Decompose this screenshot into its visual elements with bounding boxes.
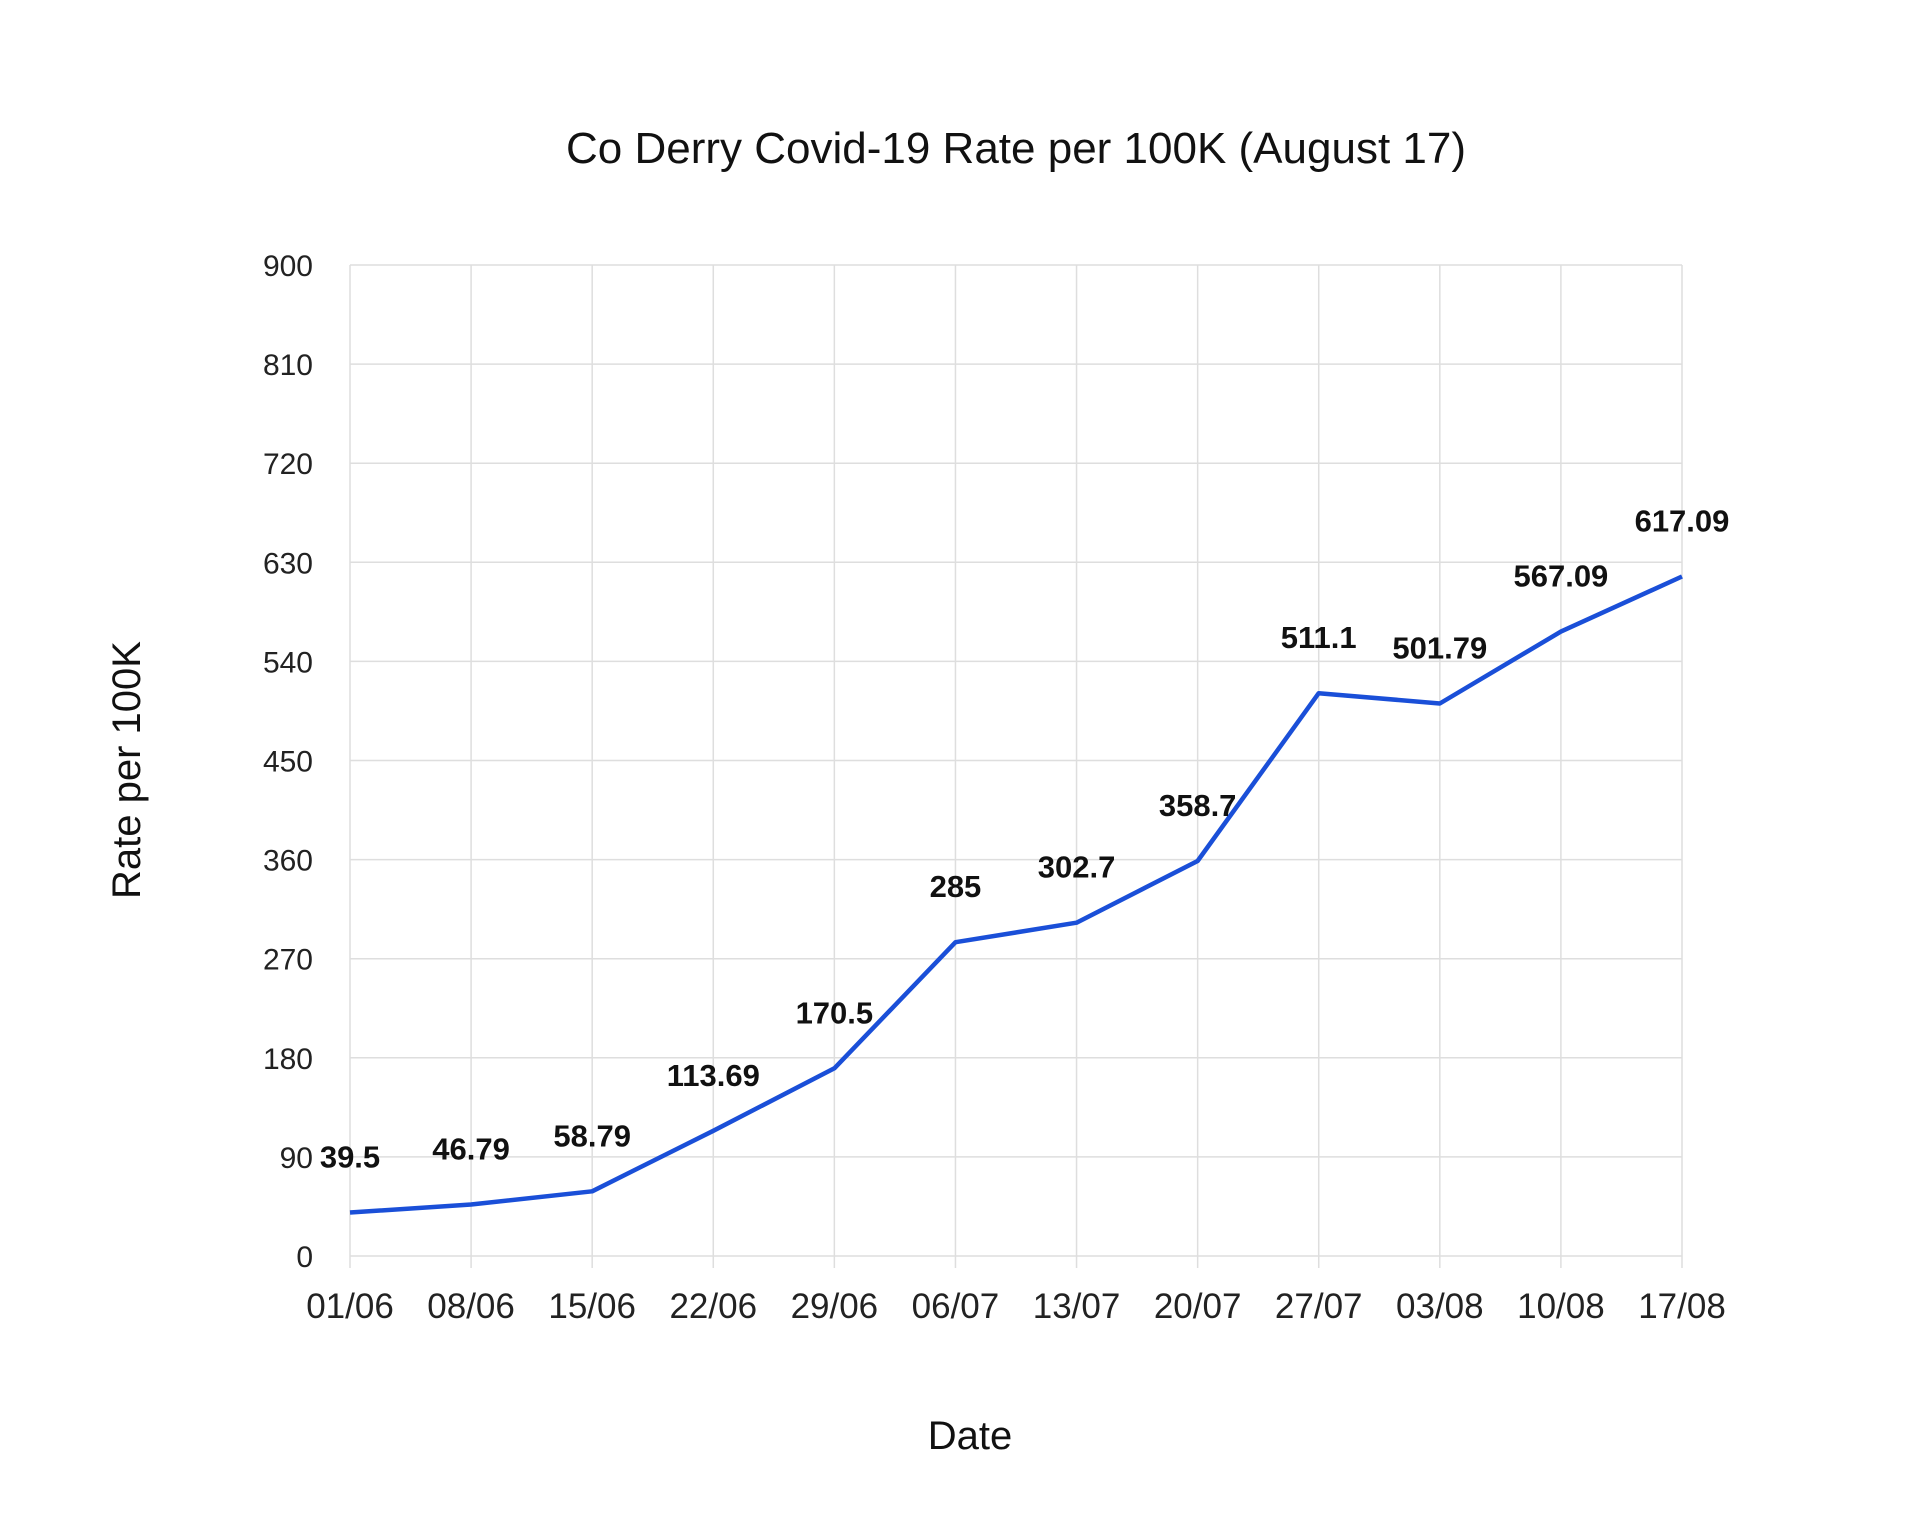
x-tick-label: 06/07 [912,1287,1000,1326]
data-label: 39.5 [320,1140,380,1175]
grid-lines [349,264,1683,1268]
data-label: 170.5 [796,995,874,1030]
data-label: 358.7 [1159,788,1237,823]
x-axis-ticks: 01/06 08/06 15/06 22/06 29/06 06/07 13/07 20/07… [306,1287,1726,1326]
data-label: 501.79 [1392,630,1487,665]
y-tick-label: 180 [263,1043,313,1076]
y-tick-label: 630 [263,547,313,580]
data-labels: 39.5 46.79 58.79 113.69 170.5 285 302.7 358.7 51… [320,504,1730,1175]
y-tick-label: 450 [263,746,313,779]
data-label: 617.09 [1635,504,1730,539]
y-tick-label: 90 [280,1142,313,1175]
x-tick-label: 03/08 [1396,1287,1484,1326]
series-line [349,574,1683,1215]
data-label: 113.69 [667,1058,760,1093]
x-tick-label: 20/07 [1154,1287,1242,1326]
data-label: 302.7 [1038,850,1116,885]
y-tick-label: 540 [263,646,313,679]
data-label: 511.1 [1281,620,1357,655]
y-tick-label: 270 [263,944,313,977]
y-tick-label: 360 [263,845,313,878]
y-tick-label: 720 [263,448,313,481]
y-tick-label: 900 [263,250,313,283]
data-label: 567.09 [1513,559,1608,594]
x-axis-label: Date [928,1414,1013,1458]
y-tick-label: 0 [296,1241,313,1274]
data-label: 285 [930,869,982,904]
data-label: 46.79 [432,1131,510,1166]
x-tick-label: 10/08 [1517,1287,1605,1326]
x-tick-label: 08/06 [427,1287,515,1326]
data-label: 58.79 [553,1118,631,1153]
y-axis-ticks: 0 90 180 270 360 450 540 630 720 810 900 [263,250,313,1274]
x-tick-label: 15/06 [548,1287,636,1326]
x-tick-label: 22/06 [669,1287,757,1326]
x-tick-label: 01/06 [306,1287,394,1326]
y-axis-label: Rate per 100K [105,641,149,899]
x-tick-label: 17/08 [1638,1287,1726,1326]
y-tick-label: 810 [263,349,313,382]
x-tick-label: 27/07 [1275,1287,1363,1326]
x-tick-label: 29/06 [791,1287,879,1326]
chart-title: Co Derry Covid-19 Rate per 100K (August … [566,124,1466,173]
x-tick-label: 13/07 [1033,1287,1121,1326]
